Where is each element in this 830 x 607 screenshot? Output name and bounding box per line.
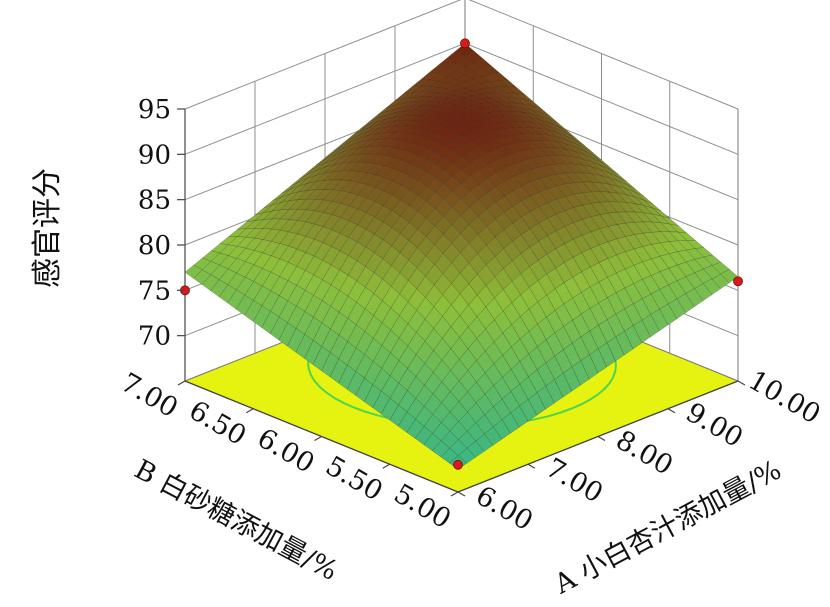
b-tick-mark <box>245 408 254 414</box>
design-point <box>453 459 463 470</box>
z-tick-label: 95 <box>138 95 171 125</box>
design-point <box>460 38 470 49</box>
a-tick-mark <box>667 408 676 414</box>
z-axis-title: 感官评分 <box>30 168 65 288</box>
z-tick-label: 80 <box>138 231 171 261</box>
z-tick-label: 70 <box>138 322 171 352</box>
z-tick-label: 90 <box>138 140 171 170</box>
a-tick-mark <box>527 463 536 469</box>
design-points <box>180 38 743 470</box>
z-tick-label: 75 <box>138 276 171 306</box>
a-tick-label: 8.00 <box>610 425 678 482</box>
b-axis-title: B 白砂糖添加量/% <box>129 454 342 587</box>
a-tick-label: 7.00 <box>540 452 608 509</box>
a-tick-label: 6.00 <box>470 480 538 537</box>
a-tick-label: 10.00 <box>743 365 825 430</box>
b-tick-label: 7.00 <box>115 367 183 424</box>
a-tick-label: 9.00 <box>680 397 748 454</box>
b-tick-mark <box>450 491 459 497</box>
z-gridline <box>184 0 739 110</box>
b-tick-mark <box>314 435 322 442</box>
b-tick-mark <box>177 380 186 386</box>
response-surface <box>184 43 739 470</box>
a-tick-mark <box>737 380 746 386</box>
design-point <box>733 276 743 287</box>
a-tick-mark <box>597 435 606 442</box>
a-tick-mark <box>457 491 466 497</box>
b-tick-mark <box>382 463 391 469</box>
z-tick-label: 85 <box>138 186 171 216</box>
